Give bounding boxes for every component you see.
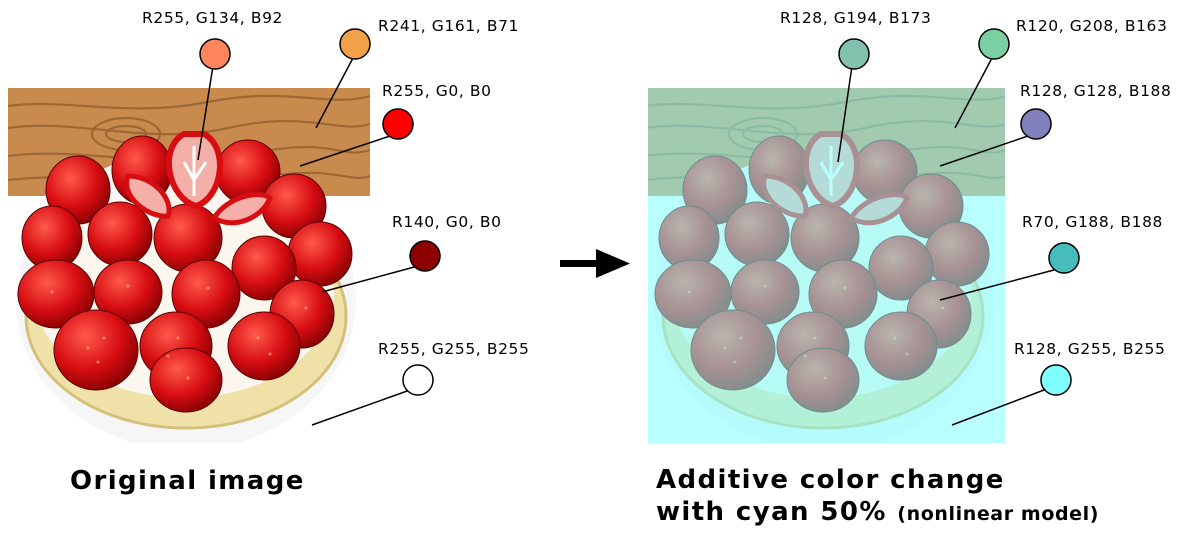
swatch-left-4	[409, 240, 441, 272]
caption-additive-line1: Additive color change	[656, 465, 1005, 495]
caption-additive-note: (nonlinear model)	[897, 503, 1100, 525]
left-leader-lines	[197, 57, 419, 426]
swatch-right-3	[1020, 108, 1052, 140]
swatch-right-1	[838, 38, 870, 70]
cyan-tinted-photo	[648, 88, 1005, 443]
caption-additive-main: with cyan 50%	[656, 497, 887, 527]
swatch-label-right-1: R128, G194, B173	[780, 9, 932, 27]
swatch-label-right-5: R128, G255, B255	[1014, 340, 1166, 358]
left-swatches	[199, 28, 441, 396]
swatch-label-left-3: R255, G0, B0	[382, 82, 492, 100]
swatch-right-4	[1048, 242, 1080, 274]
swatch-label-right-3: R128, G128, B188	[1020, 82, 1172, 100]
swatch-left-5	[402, 364, 434, 396]
caption-additive-line2: with cyan 50% (nonlinear model)	[656, 497, 1099, 530]
cyan-overlay	[648, 88, 1005, 443]
swatch-left-1	[199, 38, 231, 70]
swatch-label-left-4: R140, G0, B0	[392, 213, 502, 231]
swatch-right-5	[1040, 364, 1072, 396]
swatch-label-left-1: R255, G134, B92	[142, 9, 284, 27]
swatch-label-right-4: R70, G188, B188	[1022, 213, 1164, 231]
right-leader-lines	[837, 57, 1055, 426]
swatch-label-left-5: R255, G255, B255	[378, 340, 530, 358]
right-swatches	[838, 28, 1080, 396]
swatch-left-3	[382, 108, 414, 140]
caption-original: Original image	[70, 466, 305, 496]
swatch-label-right-2: R120, G208, B163	[1016, 17, 1168, 35]
swatch-left-2	[339, 28, 371, 60]
swatch-label-left-2: R241, G161, B71	[378, 17, 520, 35]
original-photo	[8, 88, 370, 443]
arrow-right-icon	[560, 249, 630, 278]
swatch-right-2	[978, 28, 1010, 60]
